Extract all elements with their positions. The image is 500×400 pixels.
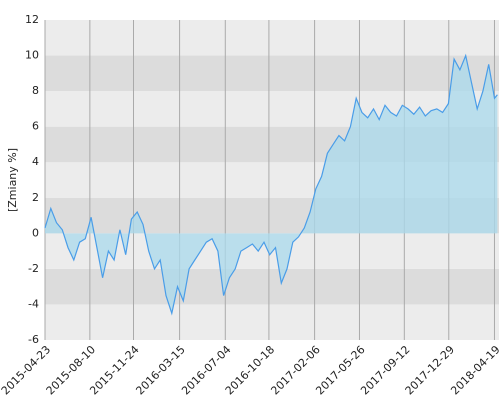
line: [44, 53, 498, 316]
y-tick-label: -4: [28, 297, 39, 310]
grid-band: [45, 268, 499, 305]
y-tick-label: 4: [32, 155, 39, 168]
y-tick-label: -6: [28, 333, 39, 346]
y-tick-label: 0: [32, 226, 39, 239]
y-tick-label: -2: [28, 262, 39, 275]
x-tick-label: 2018-04-19: [448, 343, 500, 397]
grid-band: [45, 304, 499, 340]
y-axis-label: [Zmiany %]: [6, 148, 19, 212]
y-tick-label: 8: [32, 84, 39, 97]
grid-band: [45, 20, 499, 56]
grid-band: [45, 55, 499, 92]
area: [45, 55, 498, 314]
y-tick-label: 12: [25, 13, 39, 26]
y-tick-label: 6: [32, 120, 39, 133]
y-tick-label: 2: [32, 191, 39, 204]
y-tick-label: 10: [25, 49, 39, 62]
